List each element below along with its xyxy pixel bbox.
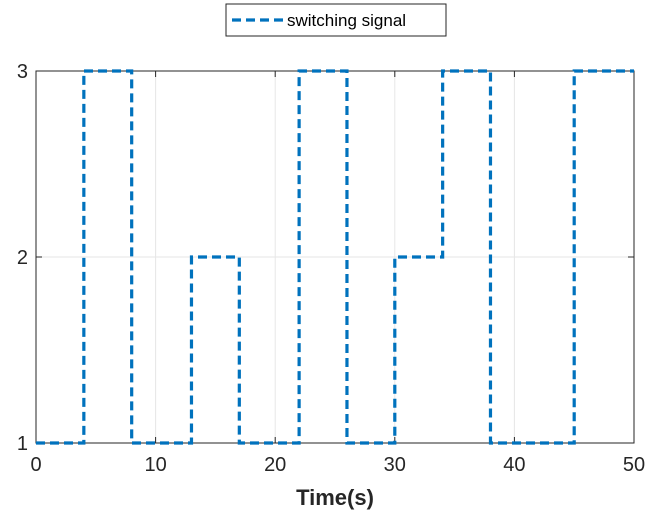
x-tick-label: 0 bbox=[30, 454, 41, 476]
y-tick-label: 2 bbox=[17, 247, 28, 269]
x-tick-label: 40 bbox=[503, 454, 525, 476]
x-tick-label: 30 bbox=[384, 454, 406, 476]
x-tick-labels: 0 10 20 30 40 50 bbox=[30, 454, 645, 476]
x-tick-label: 20 bbox=[264, 454, 286, 476]
series-line-switching-signal bbox=[36, 69, 634, 445]
legend: switching signal bbox=[225, 3, 447, 37]
x-tick-label: 10 bbox=[144, 454, 166, 476]
y-tick-label: 3 bbox=[17, 61, 28, 83]
y-tick-label: 1 bbox=[17, 433, 28, 455]
y-tick-labels: 1 2 3 bbox=[17, 61, 28, 455]
x-tick-label: 50 bbox=[623, 454, 645, 476]
legend-label: switching signal bbox=[287, 11, 406, 30]
grid-lines bbox=[36, 71, 634, 443]
x-axis-label: Time(s) bbox=[296, 485, 374, 510]
